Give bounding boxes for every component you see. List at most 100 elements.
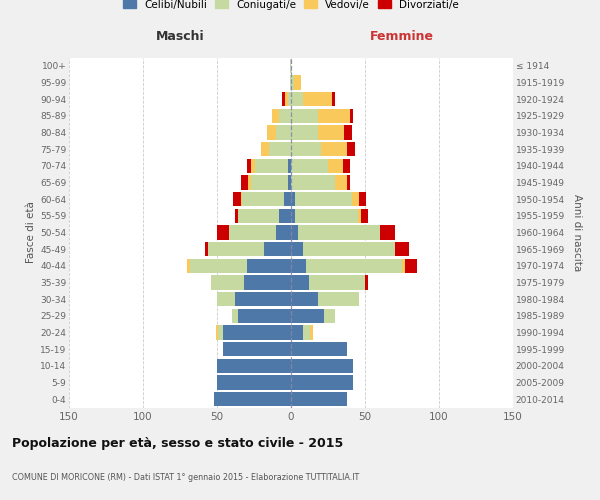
Bar xyxy=(285,92,288,106)
Bar xyxy=(291,176,335,190)
Bar xyxy=(290,76,291,90)
Bar xyxy=(233,192,241,206)
Bar xyxy=(276,126,291,140)
Bar xyxy=(223,326,291,340)
Text: Popolazione per età, sesso e stato civile - 2015: Popolazione per età, sesso e stato civil… xyxy=(12,438,343,450)
Y-axis label: Anni di nascita: Anni di nascita xyxy=(572,194,581,271)
Bar xyxy=(295,192,352,206)
Bar xyxy=(291,126,317,140)
Bar xyxy=(265,242,291,256)
Text: Femmine: Femmine xyxy=(370,30,434,44)
Bar xyxy=(218,326,223,340)
Bar xyxy=(405,259,417,273)
Bar xyxy=(284,192,291,206)
Bar xyxy=(223,342,291,356)
Bar xyxy=(217,226,229,239)
Bar xyxy=(291,242,303,256)
Bar xyxy=(358,209,361,223)
Bar xyxy=(320,142,347,156)
Bar xyxy=(291,309,323,323)
Bar xyxy=(279,109,291,123)
Bar xyxy=(217,376,291,390)
Bar xyxy=(288,176,291,190)
Bar xyxy=(269,142,291,156)
Bar xyxy=(229,226,276,239)
Bar xyxy=(361,209,368,223)
Text: COMUNE DI MORICONE (RM) - Dati ISTAT 1° gennaio 2015 - Elaborazione TUTTITALIA.I: COMUNE DI MORICONE (RM) - Dati ISTAT 1° … xyxy=(12,472,359,482)
Text: Maschi: Maschi xyxy=(155,30,205,44)
Bar xyxy=(291,192,295,206)
Bar xyxy=(309,276,365,289)
Bar xyxy=(235,292,291,306)
Bar xyxy=(291,326,303,340)
Bar xyxy=(303,242,395,256)
Bar xyxy=(294,76,301,90)
Bar xyxy=(317,126,344,140)
Bar xyxy=(291,209,295,223)
Y-axis label: Fasce di età: Fasce di età xyxy=(26,202,36,264)
Bar xyxy=(291,359,353,373)
Bar xyxy=(402,259,405,273)
Bar xyxy=(291,92,303,106)
Bar xyxy=(217,359,291,373)
Bar xyxy=(317,109,350,123)
Bar xyxy=(291,259,306,273)
Bar xyxy=(279,209,291,223)
Bar xyxy=(288,159,291,173)
Bar xyxy=(247,159,251,173)
Bar xyxy=(217,292,235,306)
Bar xyxy=(256,159,288,173)
Bar xyxy=(205,242,208,256)
Bar xyxy=(291,342,347,356)
Bar xyxy=(247,259,291,273)
Bar xyxy=(262,142,269,156)
Bar xyxy=(303,326,310,340)
Bar xyxy=(365,276,368,289)
Bar xyxy=(306,259,402,273)
Bar xyxy=(303,92,332,106)
Bar xyxy=(208,242,265,256)
Bar xyxy=(310,326,313,340)
Bar xyxy=(272,109,279,123)
Bar xyxy=(288,92,291,106)
Bar xyxy=(268,126,276,140)
Bar xyxy=(335,176,347,190)
Bar xyxy=(291,292,317,306)
Bar xyxy=(347,142,355,156)
Bar xyxy=(343,159,350,173)
Bar xyxy=(235,209,238,223)
Bar xyxy=(317,292,359,306)
Bar xyxy=(352,192,359,206)
Bar xyxy=(248,176,251,190)
Bar xyxy=(295,209,358,223)
Bar xyxy=(232,309,238,323)
Bar xyxy=(291,276,309,289)
Bar xyxy=(395,242,409,256)
Legend: Celibi/Nubili, Coniugati/e, Vedovi/e, Divorziati/e: Celibi/Nubili, Coniugati/e, Vedovi/e, Di… xyxy=(123,0,459,10)
Bar xyxy=(359,192,367,206)
Bar xyxy=(323,309,335,323)
Bar xyxy=(187,259,190,273)
Bar xyxy=(211,276,244,289)
Bar xyxy=(350,109,353,123)
Bar xyxy=(282,92,285,106)
Bar xyxy=(244,276,291,289)
Bar xyxy=(251,159,256,173)
Bar xyxy=(190,259,247,273)
Bar xyxy=(328,159,343,173)
Bar xyxy=(344,126,352,140)
Bar xyxy=(215,326,218,340)
Bar xyxy=(347,176,350,190)
Bar xyxy=(241,176,248,190)
Bar xyxy=(380,226,395,239)
Bar xyxy=(291,142,320,156)
Bar xyxy=(291,392,347,406)
Bar xyxy=(290,59,291,73)
Bar xyxy=(291,76,294,90)
Bar xyxy=(241,192,242,206)
Bar xyxy=(214,392,291,406)
Bar xyxy=(332,92,335,106)
Bar xyxy=(251,176,288,190)
Bar xyxy=(291,226,298,239)
Bar xyxy=(291,376,353,390)
